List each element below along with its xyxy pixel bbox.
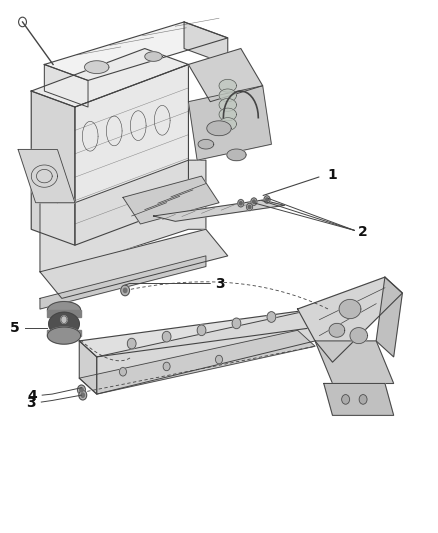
Polygon shape xyxy=(153,200,285,221)
Polygon shape xyxy=(79,309,332,357)
Circle shape xyxy=(359,394,367,404)
Text: 3: 3 xyxy=(26,396,36,410)
Circle shape xyxy=(215,356,223,364)
Circle shape xyxy=(79,390,87,400)
Polygon shape xyxy=(297,277,403,362)
Polygon shape xyxy=(329,324,345,337)
Text: 2: 2 xyxy=(358,225,367,239)
Polygon shape xyxy=(40,229,228,298)
Circle shape xyxy=(267,312,276,322)
Polygon shape xyxy=(47,302,81,319)
Polygon shape xyxy=(339,300,361,319)
Polygon shape xyxy=(376,277,403,357)
Polygon shape xyxy=(219,118,237,131)
Circle shape xyxy=(81,393,85,397)
Polygon shape xyxy=(79,330,315,394)
Polygon shape xyxy=(47,330,81,336)
Polygon shape xyxy=(207,121,231,136)
Polygon shape xyxy=(219,79,237,92)
Circle shape xyxy=(127,338,136,349)
Polygon shape xyxy=(40,160,206,272)
Polygon shape xyxy=(31,49,188,107)
Circle shape xyxy=(78,385,85,394)
Polygon shape xyxy=(61,316,67,324)
Polygon shape xyxy=(47,327,81,344)
Polygon shape xyxy=(79,341,97,394)
Polygon shape xyxy=(40,256,206,309)
Text: 4: 4 xyxy=(27,389,37,403)
Polygon shape xyxy=(31,91,75,245)
Text: 1: 1 xyxy=(327,167,337,182)
Circle shape xyxy=(266,198,268,201)
Polygon shape xyxy=(75,64,188,245)
Circle shape xyxy=(121,285,130,296)
Text: 3: 3 xyxy=(215,277,224,290)
Polygon shape xyxy=(219,108,237,121)
Polygon shape xyxy=(184,22,228,64)
Circle shape xyxy=(124,288,127,293)
Circle shape xyxy=(162,332,171,342)
Circle shape xyxy=(120,368,127,376)
Circle shape xyxy=(253,200,255,203)
Polygon shape xyxy=(44,64,88,107)
Polygon shape xyxy=(97,309,315,394)
Polygon shape xyxy=(188,86,272,160)
Circle shape xyxy=(80,387,83,392)
Polygon shape xyxy=(18,150,75,203)
Circle shape xyxy=(248,205,251,208)
Polygon shape xyxy=(145,52,162,61)
Polygon shape xyxy=(188,49,263,102)
Circle shape xyxy=(342,394,350,404)
Polygon shape xyxy=(47,310,81,317)
Circle shape xyxy=(247,203,253,211)
Circle shape xyxy=(197,325,206,336)
Circle shape xyxy=(240,201,242,205)
Polygon shape xyxy=(85,61,109,74)
Polygon shape xyxy=(227,149,246,161)
Circle shape xyxy=(264,196,270,203)
Circle shape xyxy=(251,198,257,205)
Circle shape xyxy=(238,199,244,207)
Polygon shape xyxy=(123,176,219,224)
Polygon shape xyxy=(219,89,237,102)
Polygon shape xyxy=(44,22,228,80)
Text: 5: 5 xyxy=(10,321,19,335)
Circle shape xyxy=(163,362,170,370)
Polygon shape xyxy=(350,328,367,344)
Polygon shape xyxy=(315,341,394,383)
Polygon shape xyxy=(198,140,214,149)
Circle shape xyxy=(232,318,241,329)
Polygon shape xyxy=(49,312,79,336)
Polygon shape xyxy=(219,99,237,111)
Polygon shape xyxy=(324,383,394,415)
